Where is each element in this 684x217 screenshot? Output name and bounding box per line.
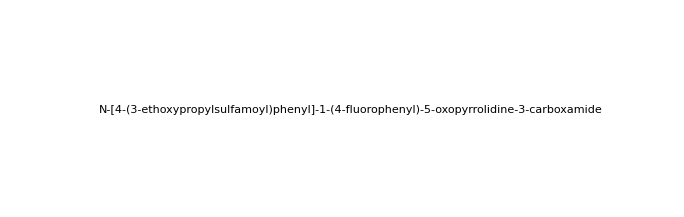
Text: N-[4-(3-ethoxypropylsulfamoyl)phenyl]-1-(4-fluorophenyl)-5-oxopyrrolidine-3-carb: N-[4-(3-ethoxypropylsulfamoyl)phenyl]-1-… bbox=[98, 105, 603, 115]
